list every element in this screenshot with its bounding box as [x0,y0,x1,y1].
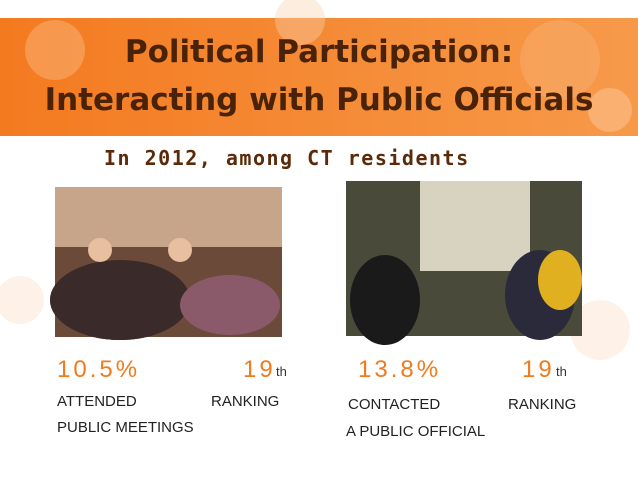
stat-label: A PUBLIC OFFICIAL [346,423,486,440]
title: Interacting with Public Officials [44,82,594,118]
stat-rank: 19 [522,356,555,383]
rank-label: RANKING [211,393,280,410]
stat-label: CONTACTED [348,396,441,413]
rank-label: RANKING [508,396,577,413]
subtitle: In 2012, among CT residents [104,146,470,170]
stat-rank: 19 [243,356,276,383]
stat-value: 13.8% [358,356,442,383]
stat-value: 10.5% [57,356,141,383]
stat-label: PUBLIC MEETINGS [57,419,194,436]
rank-suffix: th [276,364,287,379]
stat-label: ATTENDED [57,393,137,410]
rank-suffix: th [556,364,567,379]
title: Political Participation: [124,34,514,70]
